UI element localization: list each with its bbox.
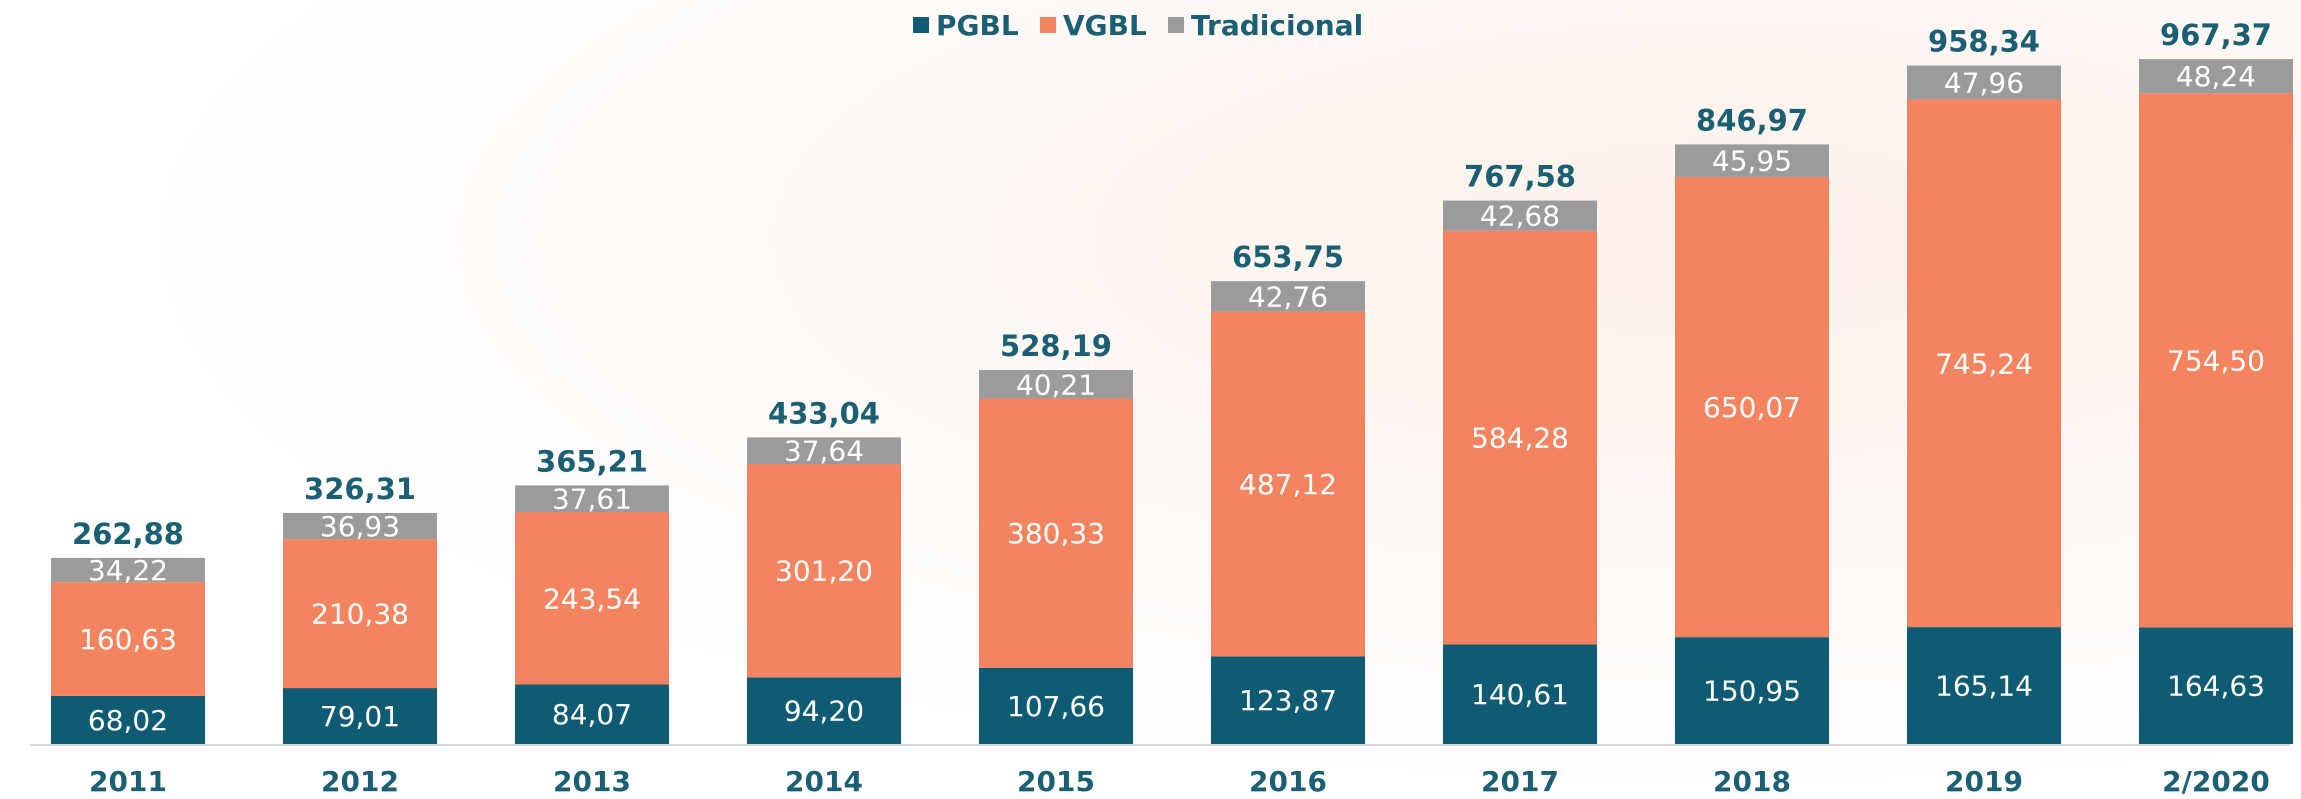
x-tick-label: 2013 [553, 765, 631, 798]
bar-segment [51, 695, 205, 744]
data-label: 123,87 [1239, 684, 1337, 717]
bar-segment [515, 512, 669, 685]
x-tick-label: 2017 [1481, 765, 1559, 798]
data-label: 380,33 [1007, 517, 1105, 550]
x-tick-label: 2016 [1249, 765, 1327, 798]
data-label: 301,20 [775, 555, 873, 588]
bar-segment [2139, 59, 2293, 94]
data-label: 42,76 [1248, 280, 1328, 313]
bar-segment [747, 677, 901, 744]
x-tick-label: 2011 [89, 765, 167, 798]
data-label: 754,50 [2167, 344, 2265, 377]
data-label: 160,63 [79, 623, 177, 656]
bar-segment [51, 557, 205, 583]
total-label: 967,37 [2160, 18, 2272, 52]
data-label: 107,66 [1007, 690, 1105, 723]
bar-segment [1443, 200, 1597, 231]
bar-segment [979, 667, 1133, 744]
bar-segment [2139, 93, 2293, 628]
data-label: 34,22 [88, 554, 168, 587]
data-label: 487,12 [1239, 468, 1337, 501]
data-label: 650,07 [1703, 391, 1801, 424]
bar-segment [2139, 627, 2293, 744]
bar-segment [747, 464, 901, 678]
bar-segment [979, 398, 1133, 668]
data-label: 68,02 [88, 704, 168, 737]
bar-segment [1443, 230, 1597, 645]
data-label: 164,63 [2167, 670, 2265, 703]
bar-segment [747, 437, 901, 465]
legend-swatch [1040, 17, 1056, 33]
legend-swatch [913, 17, 929, 33]
legend-label: VGBL [1063, 9, 1147, 42]
x-tick-label: 2019 [1945, 765, 2023, 798]
data-label: 584,28 [1471, 422, 1569, 455]
data-label: 45,95 [1712, 145, 1792, 178]
x-tick-label: 2012 [321, 765, 399, 798]
legend-label: PGBL [936, 9, 1019, 42]
data-label: 745,24 [1935, 347, 2033, 380]
total-label: 433,04 [768, 396, 880, 430]
data-label: 37,64 [784, 435, 864, 468]
data-label: 36,93 [320, 510, 400, 543]
bar-segment [515, 485, 669, 513]
data-label: 42,68 [1480, 200, 1560, 233]
x-tick-label: 2018 [1713, 765, 1791, 798]
data-label: 40,21 [1016, 368, 1096, 401]
bar-segment [1211, 656, 1365, 744]
bar-segment [1907, 99, 2061, 628]
bar-segment [1907, 627, 2061, 744]
bar-segment [1675, 637, 1829, 744]
total-label: 653,75 [1232, 240, 1344, 274]
legend-swatch [1168, 17, 1184, 33]
bar-segment [1907, 65, 2061, 100]
bar-segment [283, 512, 437, 540]
x-tick-label: 2/2020 [2162, 765, 2270, 798]
total-label: 767,58 [1464, 160, 1576, 194]
legend-label: Tradicional [1191, 9, 1363, 42]
bar-segment [515, 684, 669, 744]
total-label: 958,34 [1928, 24, 2040, 58]
data-label: 150,95 [1703, 675, 1801, 708]
bar-segment [1211, 281, 1365, 312]
data-label: 37,61 [552, 483, 632, 516]
data-label: 79,01 [320, 700, 400, 733]
data-label: 140,61 [1471, 678, 1569, 711]
bar-segment [283, 539, 437, 689]
total-label: 326,31 [304, 472, 416, 506]
total-label: 262,88 [72, 517, 184, 551]
data-label: 84,07 [552, 698, 632, 731]
x-tick-label: 2015 [1017, 765, 1095, 798]
bar-segment [1675, 176, 1829, 638]
data-label: 243,54 [543, 582, 641, 615]
bar-segment [51, 582, 205, 696]
data-label: 47,96 [1944, 66, 2024, 99]
bar-segment [1675, 144, 1829, 177]
bar-segment [1443, 644, 1597, 744]
total-label: 365,21 [536, 444, 648, 478]
bar-segment [283, 688, 437, 744]
bar-segment [979, 370, 1133, 399]
data-label: 210,38 [311, 598, 409, 631]
x-tick-label: 2014 [785, 765, 863, 798]
data-label: 94,20 [784, 695, 864, 728]
total-label: 846,97 [1696, 103, 1808, 137]
bar-segment [1211, 311, 1365, 657]
data-label: 48,24 [2176, 60, 2256, 93]
data-label: 165,14 [1935, 670, 2033, 703]
total-label: 528,19 [1000, 329, 1112, 363]
